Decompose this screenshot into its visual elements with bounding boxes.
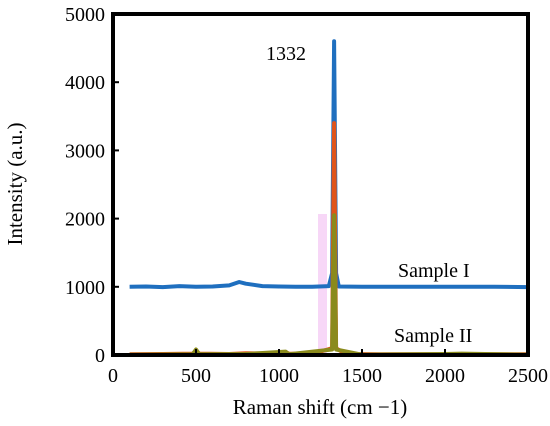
x-tick-label: 1000: [259, 365, 299, 387]
sample-1-label: Sample I: [398, 260, 470, 282]
y-tick-label: 1000: [65, 277, 105, 299]
series-line-2: [129, 121, 528, 357]
axis-layer: 0 500 1000 1500 2000 2500 0 1000 2000 3000 4000 500…: [65, 4, 548, 387]
x-tick-label: 2000: [425, 365, 465, 387]
x-tick-label: 1500: [342, 365, 382, 387]
x-tick-label: 2500: [508, 365, 548, 387]
y-tick-label: 4000: [65, 72, 105, 94]
y-tick-label: 5000: [65, 4, 105, 26]
x-tick-label: 500: [181, 365, 211, 387]
y-tick-label: 3000: [65, 140, 105, 162]
series-layer: [129, 39, 529, 357]
series-line-1: [129, 39, 529, 290]
y-tick-label: 2000: [65, 209, 105, 231]
y-axis-label: Intensity (a.u.): [3, 122, 27, 245]
sample-2-label: Sample II: [394, 325, 472, 347]
x-axis-label: Raman shift (cm −1): [233, 395, 408, 419]
y-tick-label: 0: [95, 345, 105, 367]
peak-annotation: 1332: [266, 43, 306, 65]
x-tick-label: 0: [108, 365, 118, 387]
plot-frame: [111, 12, 530, 357]
